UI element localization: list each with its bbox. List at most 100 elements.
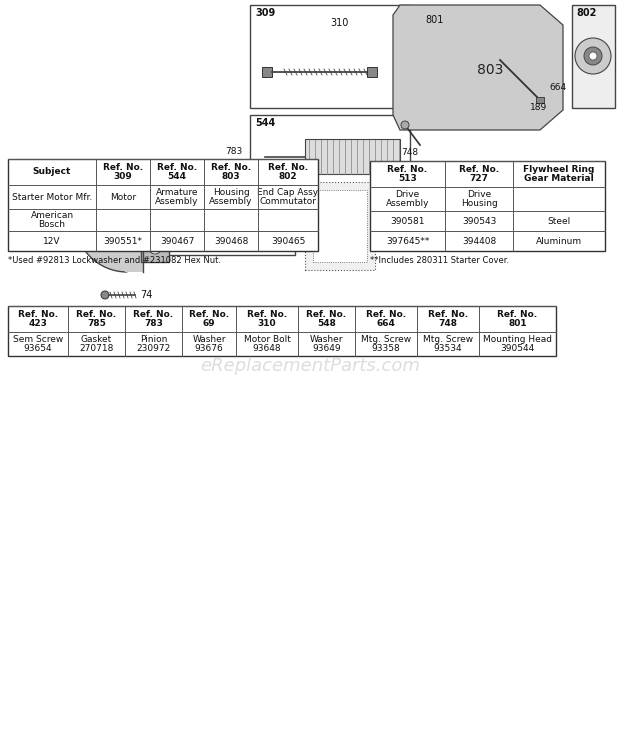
Text: Ref. No.
309: Ref. No. 309 xyxy=(103,163,143,182)
Text: 423: 423 xyxy=(31,189,48,198)
Text: Ref. No.
803: Ref. No. 803 xyxy=(211,163,251,182)
Bar xyxy=(239,201,243,206)
Bar xyxy=(251,201,255,206)
Wedge shape xyxy=(75,168,127,272)
Text: Ref. No.
727: Ref. No. 727 xyxy=(459,165,499,183)
Bar xyxy=(239,234,243,239)
Bar xyxy=(250,115,410,195)
Text: Subject: Subject xyxy=(33,167,71,176)
Bar xyxy=(269,234,273,239)
Bar xyxy=(305,139,400,174)
Text: Ref. No.
801: Ref. No. 801 xyxy=(497,310,538,328)
Text: Ref. No.
664: Ref. No. 664 xyxy=(366,310,406,328)
Circle shape xyxy=(149,186,161,198)
Circle shape xyxy=(575,38,611,74)
Bar xyxy=(141,178,169,262)
Text: Ref. No.
802: Ref. No. 802 xyxy=(268,163,308,182)
Bar xyxy=(269,201,273,206)
Text: 513: 513 xyxy=(161,188,181,198)
Text: Washer
93676: Washer 93676 xyxy=(192,335,226,353)
Bar xyxy=(281,234,285,239)
Text: 12V: 12V xyxy=(43,236,61,245)
Text: Ref. No.
785: Ref. No. 785 xyxy=(76,310,117,328)
Circle shape xyxy=(232,163,242,173)
Text: 390468: 390468 xyxy=(214,236,248,245)
Text: Armature
Assembly: Armature Assembly xyxy=(155,187,199,206)
Text: Mtg. Screw
93358: Mtg. Screw 93358 xyxy=(361,335,411,353)
Text: Mounting Head
390544: Mounting Head 390544 xyxy=(483,335,552,353)
Bar xyxy=(251,234,255,239)
Circle shape xyxy=(76,196,84,204)
Text: 785: 785 xyxy=(379,187,396,196)
Text: Ref. No.
544: Ref. No. 544 xyxy=(157,163,197,182)
Text: Ref. No.
513: Ref. No. 513 xyxy=(388,165,428,183)
Bar xyxy=(313,190,367,262)
Bar xyxy=(209,234,213,239)
Text: Motor: Motor xyxy=(110,193,136,202)
Text: 189: 189 xyxy=(530,104,547,113)
Text: American
Bosch: American Bosch xyxy=(30,210,74,230)
Bar xyxy=(215,234,219,239)
Text: Starter Motor Mfr.: Starter Motor Mfr. xyxy=(12,193,92,202)
Bar xyxy=(8,306,556,356)
Text: Ref. No.
310: Ref. No. 310 xyxy=(247,310,287,328)
Text: Sem Screw
93654: Sem Screw 93654 xyxy=(13,335,63,353)
Bar xyxy=(572,5,615,108)
Bar xyxy=(257,234,261,239)
Text: 727: 727 xyxy=(95,213,119,227)
Bar xyxy=(233,201,237,206)
Circle shape xyxy=(589,52,597,60)
Circle shape xyxy=(234,165,239,170)
Text: 748: 748 xyxy=(401,148,418,157)
Text: 309: 309 xyxy=(255,8,275,18)
Bar xyxy=(305,182,375,270)
Circle shape xyxy=(101,291,109,299)
Text: 390551*: 390551* xyxy=(104,236,143,245)
Bar xyxy=(209,201,213,206)
Bar xyxy=(8,159,318,251)
Text: Ref. No.
783: Ref. No. 783 xyxy=(133,310,174,328)
Bar xyxy=(263,234,267,239)
Text: 69A: 69A xyxy=(192,173,210,182)
Text: 801: 801 xyxy=(426,15,444,25)
Text: Gasket
270718: Gasket 270718 xyxy=(79,335,113,353)
Text: 544: 544 xyxy=(255,118,275,128)
Text: Ref. No.
548: Ref. No. 548 xyxy=(306,310,347,328)
Bar xyxy=(536,97,544,103)
Text: 664: 664 xyxy=(549,84,566,93)
Bar xyxy=(215,201,219,206)
Text: Flywheel Ring
Gear Material: Flywheel Ring Gear Material xyxy=(523,165,595,183)
Text: eReplacementParts.com: eReplacementParts.com xyxy=(200,357,420,375)
Text: 394408: 394408 xyxy=(462,236,496,245)
Text: Steel: Steel xyxy=(547,216,570,225)
Text: *Used #92813 Lockwasher and #231082 Hex Nut.: *Used #92813 Lockwasher and #231082 Hex … xyxy=(8,256,221,265)
Text: 390581: 390581 xyxy=(390,216,425,225)
Bar xyxy=(262,67,272,77)
Bar xyxy=(245,234,249,239)
Text: 390465: 390465 xyxy=(271,236,305,245)
Text: Washer
93649: Washer 93649 xyxy=(310,335,343,353)
Bar xyxy=(275,201,279,206)
Bar xyxy=(367,67,377,77)
Text: Pinion
230972: Pinion 230972 xyxy=(136,335,171,353)
Text: Housing
Assembly: Housing Assembly xyxy=(210,187,253,206)
Circle shape xyxy=(165,210,185,230)
Text: 397645**: 397645** xyxy=(386,236,429,245)
Text: **Includes 280311 Starter Cover.: **Includes 280311 Starter Cover. xyxy=(370,256,509,265)
Bar xyxy=(227,234,231,239)
Text: 548: 548 xyxy=(257,166,274,175)
Text: Aluminum: Aluminum xyxy=(536,236,582,245)
Text: 390543: 390543 xyxy=(462,216,496,225)
Bar xyxy=(227,201,231,206)
Bar xyxy=(370,161,605,251)
Circle shape xyxy=(401,121,409,129)
Circle shape xyxy=(149,242,161,254)
Bar xyxy=(233,234,237,239)
Bar xyxy=(221,234,225,239)
Bar xyxy=(275,234,279,239)
Text: Drive
Assembly: Drive Assembly xyxy=(386,190,429,208)
Text: Mtg. Screw
93534: Mtg. Screw 93534 xyxy=(423,335,473,353)
Circle shape xyxy=(584,47,602,65)
Bar xyxy=(125,168,143,272)
Text: Drive
Housing: Drive Housing xyxy=(461,190,497,208)
